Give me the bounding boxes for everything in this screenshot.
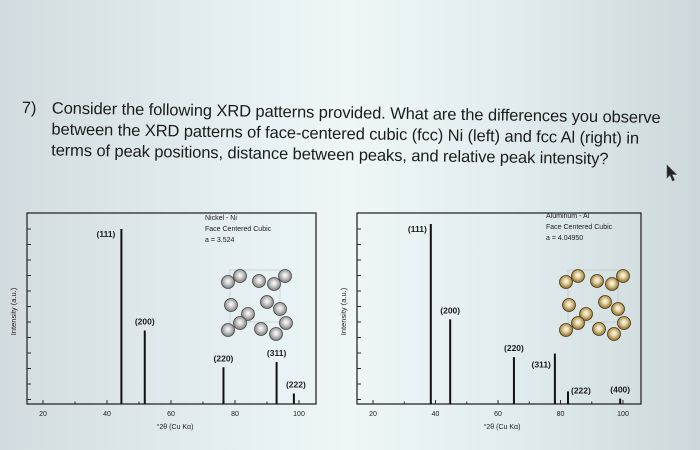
peak-label: (222) xyxy=(571,385,591,395)
peak-label: (311) xyxy=(532,360,552,370)
x-tick-label: 20 xyxy=(369,411,377,418)
peak-label: (400) xyxy=(610,385,630,395)
peak-label: (220) xyxy=(504,343,524,353)
y-axis-label: Intensity (a.u.) xyxy=(9,287,18,335)
peak-label: (220) xyxy=(214,353,234,363)
peak-label: (222) xyxy=(286,380,306,390)
x-axis-label: °2θ (Cu Kα) xyxy=(157,423,194,431)
x-axis-label: °2θ (Cu Kα) xyxy=(484,423,521,431)
peak-label: (200) xyxy=(135,317,155,327)
structure-type: Face Centered Cubic xyxy=(546,224,613,231)
mouse-pointer-icon xyxy=(666,164,678,182)
x-tick-label: 100 xyxy=(617,411,629,418)
peak-label: (111) xyxy=(96,229,115,239)
fcc-unit-cell-illustration xyxy=(559,269,631,341)
lattice-parameter: a = 4.04950 xyxy=(546,235,583,242)
material-title: Aluminum - Al xyxy=(546,213,590,220)
x-tick-label: 80 xyxy=(231,411,239,418)
material-title: Nickel - Ni xyxy=(205,215,237,222)
y-axis-label: Intensity (a.u.) xyxy=(339,287,348,335)
x-tick-label: 40 xyxy=(103,411,111,418)
plot-frame xyxy=(356,212,642,405)
peak-label: (311) xyxy=(267,348,287,358)
x-tick-label: 40 xyxy=(432,411,440,418)
x-tick-label: 20 xyxy=(39,411,47,418)
x-tick-label: 80 xyxy=(557,411,565,418)
peak-label: (111) xyxy=(408,224,427,234)
fcc-unit-cell-illustration xyxy=(221,269,293,341)
x-tick-label: 60 xyxy=(167,411,175,418)
lattice-parameter: a = 3.524 xyxy=(205,237,234,244)
peak-label: (200) xyxy=(440,305,460,315)
x-tick-label: 60 xyxy=(494,411,502,418)
x-tick-label: 100 xyxy=(293,411,305,418)
structure-type: Face Centered Cubic xyxy=(205,226,272,233)
